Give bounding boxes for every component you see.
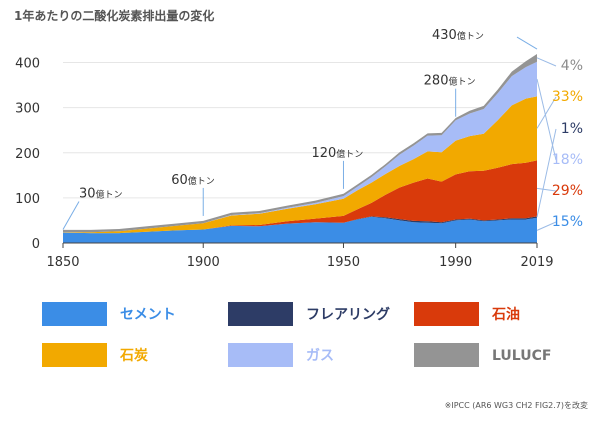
- share-label-coal: 33%: [552, 89, 583, 105]
- share-label-oil: 29%: [552, 183, 583, 199]
- y-tick-label: 100: [15, 192, 40, 207]
- stacked-areas: [63, 54, 537, 243]
- share-label-flaring: 1%: [561, 121, 583, 137]
- y-tick-label: 0: [32, 237, 40, 252]
- annotation-total: 430億トン: [432, 28, 484, 43]
- share-label-cement: 15%: [552, 214, 583, 230]
- legend-label-flaring: フレアリング: [306, 306, 390, 323]
- annotation-total: 280億トン: [424, 74, 476, 89]
- share-label-gas: 18%: [552, 152, 583, 168]
- total-annotations: 30億トン 60億トン 120億トン 280億トン 430億トン: [62, 28, 538, 230]
- share-leader: [536, 57, 557, 67]
- legend-swatch-lulucf: [414, 343, 479, 367]
- share-labels: 4% 33% 1% 18% 29% 15%: [536, 57, 583, 231]
- x-tick-label: 2019: [520, 255, 553, 270]
- y-axis: 0 100 200 300 400: [15, 57, 40, 252]
- annotation-total: 120億トン: [311, 146, 363, 161]
- legend-label-cement: セメント: [120, 307, 176, 323]
- annotation-leader: [62, 201, 80, 230]
- legend-label-coal: 石炭: [119, 347, 148, 364]
- x-tick-label: 1900: [187, 255, 220, 270]
- source-note: ※IPCC (AR6 WG3 CH2 FIG2.7)を改変: [445, 400, 588, 410]
- annotation-total: 30億トン: [79, 186, 123, 201]
- legend-label-oil: 石油: [491, 306, 520, 323]
- x-axis: 1850 1900 1950 1990 2019: [46, 242, 554, 270]
- legend-swatch-coal: [42, 343, 107, 367]
- y-tick-label: 200: [15, 147, 40, 162]
- share-leader: [536, 128, 557, 218]
- x-tick-label: 1850: [46, 255, 79, 270]
- legend-label-lulucf: LULUCF: [492, 348, 551, 364]
- area-gas: [63, 61, 537, 233]
- share-leader: [536, 221, 557, 231]
- area-cement: [63, 216, 537, 243]
- y-tick-label: 300: [15, 102, 40, 117]
- x-tick-label: 1990: [439, 255, 472, 270]
- area-coal: [63, 96, 537, 234]
- area-oil: [63, 160, 537, 234]
- legend-swatch-oil: [414, 302, 479, 326]
- legend-swatch-flaring: [228, 302, 293, 326]
- chart-title: 1年あたりの二酸化炭素排出量の変化: [14, 8, 214, 23]
- y-tick-label: 400: [15, 57, 40, 72]
- legend-label-gas: ガス: [306, 348, 334, 364]
- share-leader: [536, 187, 557, 192]
- annotation-total: 60億トン: [171, 173, 215, 188]
- annotation-leader: [516, 36, 538, 50]
- legend-swatch-gas: [228, 343, 293, 367]
- share-leader: [536, 96, 557, 129]
- legend-swatch-cement: [42, 302, 107, 326]
- share-label-lulucf: 4%: [561, 58, 583, 74]
- share-leader: [536, 78, 557, 161]
- x-tick-label: 1950: [327, 255, 360, 270]
